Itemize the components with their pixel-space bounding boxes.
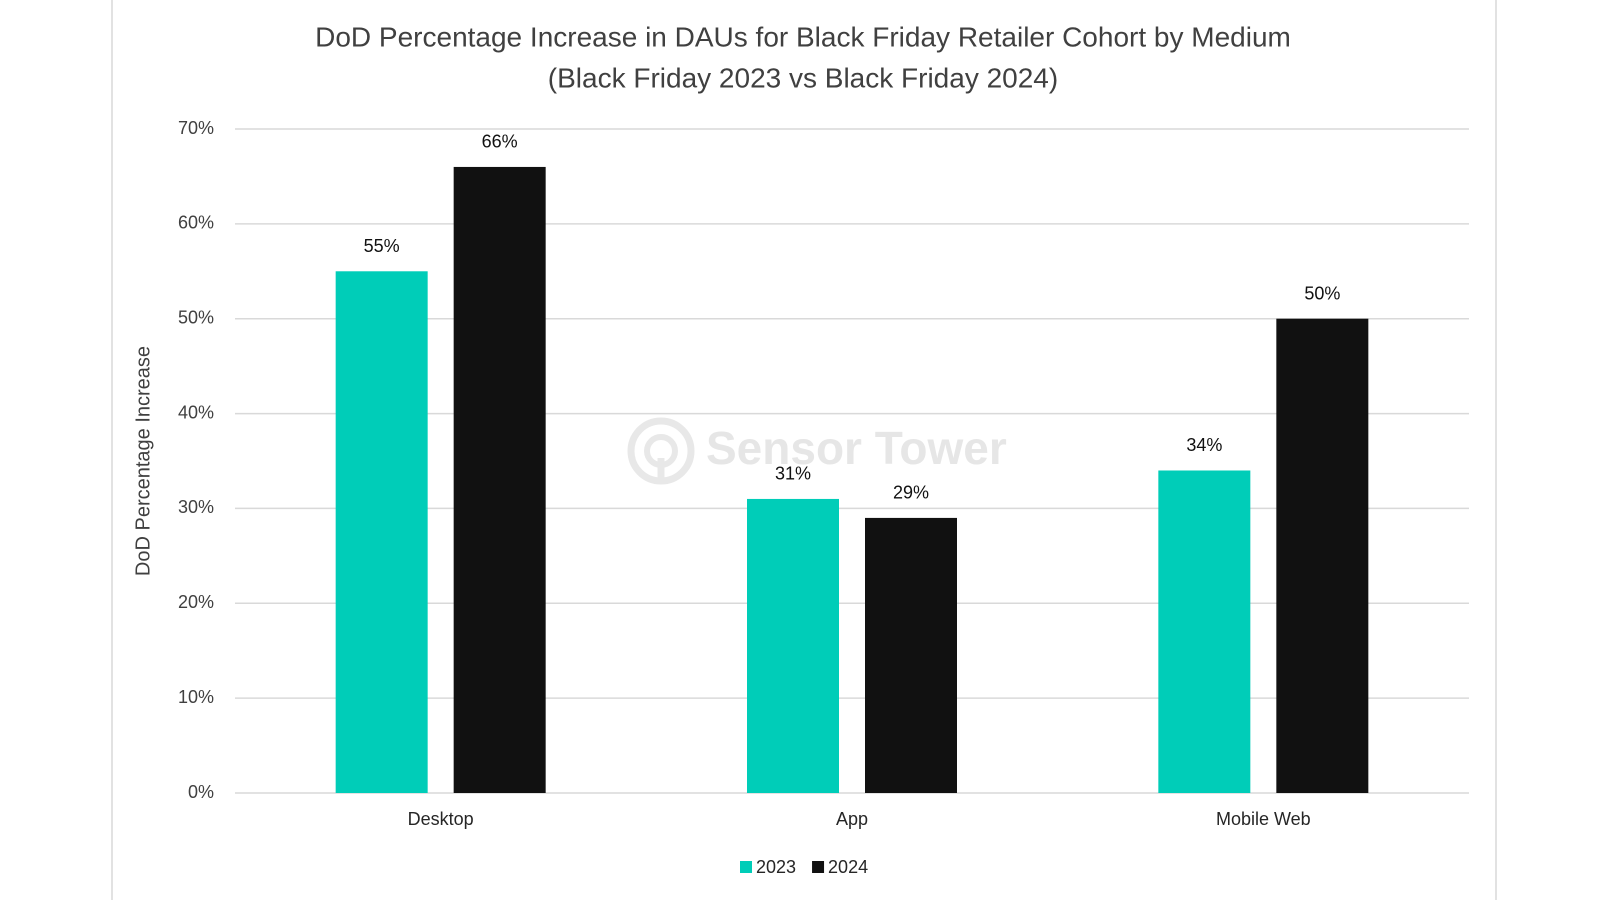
bar bbox=[865, 517, 957, 793]
legend-swatch bbox=[812, 861, 825, 873]
y-axis-title: DoD Percentage Increase bbox=[132, 346, 154, 576]
y-tick-label: 60% bbox=[178, 213, 214, 233]
data-label: 66% bbox=[482, 132, 518, 152]
y-tick-label: 70% bbox=[178, 118, 214, 138]
y-tick-label: 10% bbox=[178, 687, 214, 707]
legend-label: 2023 bbox=[756, 857, 796, 877]
data-label: 55% bbox=[364, 236, 400, 256]
legend-swatch bbox=[740, 861, 752, 873]
watermark-logo bbox=[627, 417, 695, 485]
x-tick-label: Desktop bbox=[408, 809, 474, 829]
y-tick-label: 40% bbox=[178, 402, 214, 422]
data-label: 34% bbox=[1186, 435, 1222, 455]
chart-title: DoD Percentage Increase in DAUs for Blac… bbox=[315, 21, 1291, 52]
data-label: 29% bbox=[893, 483, 929, 503]
watermark: Sensor Tower bbox=[706, 422, 1007, 474]
y-tick-label: 30% bbox=[178, 497, 214, 517]
bar bbox=[747, 498, 839, 793]
x-tick-label: App bbox=[836, 809, 868, 829]
x-tick-label: Mobile Web bbox=[1216, 809, 1311, 829]
y-tick-label: 0% bbox=[188, 782, 214, 802]
bar bbox=[453, 166, 546, 793]
bar bbox=[1158, 470, 1251, 793]
bar bbox=[1276, 318, 1369, 793]
legend-label: 2024 bbox=[828, 857, 868, 877]
data-label: 31% bbox=[775, 464, 811, 484]
y-tick-label: 20% bbox=[178, 592, 214, 612]
y-tick-label: 50% bbox=[178, 307, 214, 327]
chart-subtitle: (Black Friday 2023 vs Black Friday 2024) bbox=[548, 62, 1058, 93]
bar bbox=[335, 271, 428, 793]
data-label: 50% bbox=[1304, 283, 1340, 303]
